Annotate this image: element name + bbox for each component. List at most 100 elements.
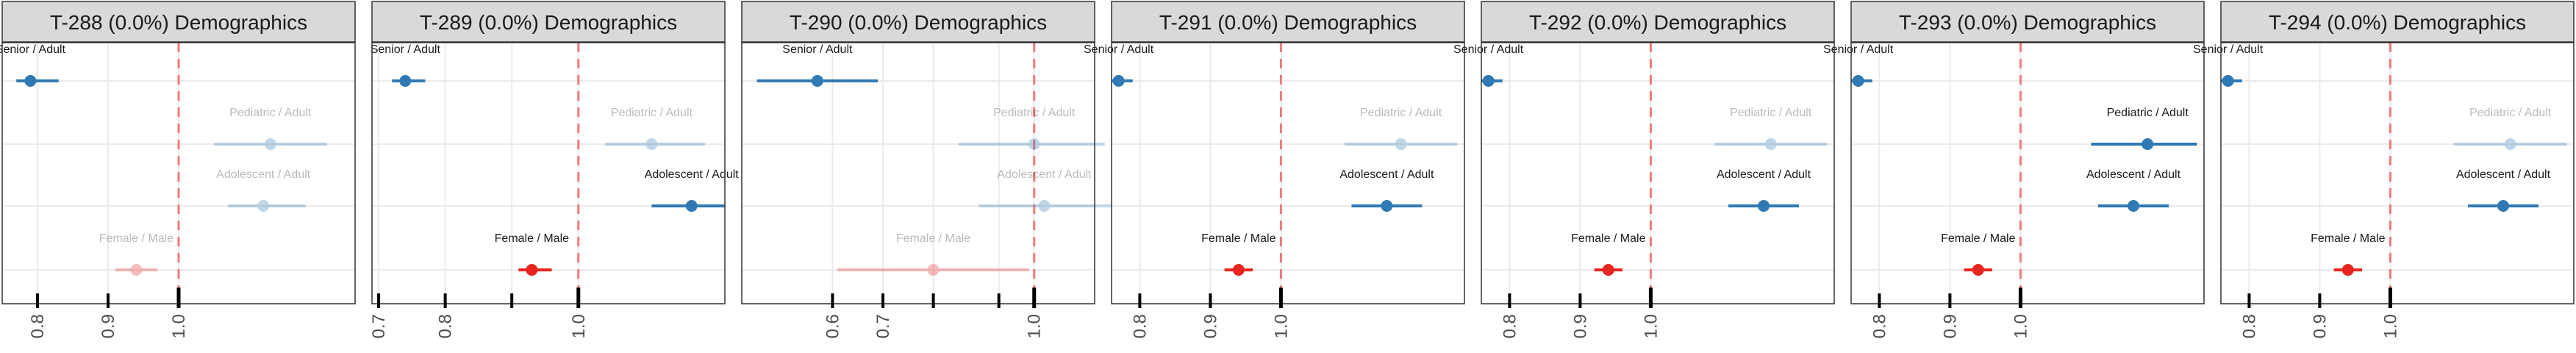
point-estimate [130,264,143,276]
point-label: Female / Male [99,232,173,245]
data-point-group: Pediatric / Adult [1344,107,1458,150]
chart-panel: T-291 (0.0%) Demographics Senior / Adult P… [1084,1,1465,338]
point-label: Female / Male [495,232,569,245]
x-tick-label: 0.7 [369,314,389,338]
point-label: Pediatric / Adult [229,107,312,119]
point-estimate [1028,138,1040,150]
point-estimate [1602,264,1614,276]
panel-title: T-292 (0.0%) Demographics [1529,11,1786,34]
data-point-group: Adolescent / Adult [2456,168,2551,212]
x-tick-label: 1.0 [169,314,189,338]
point-label: Pediatric / Adult [2107,107,2189,119]
panel-title: T-294 (0.0%) Demographics [2269,11,2526,34]
point-label: Female / Male [1571,232,1645,245]
point-label: Senior / Adult [1453,43,1524,56]
point-label: Senior / Adult [782,43,853,56]
point-estimate [1482,75,1495,87]
point-estimate [2341,264,2354,276]
plot-background [372,43,725,304]
data-point-group: Female / Male [1571,232,1646,276]
x-tick-label: 1.0 [1271,314,1291,338]
data-point-group: Adolescent / Adult [2086,168,2181,212]
x-tick-label: 0.8 [1130,314,1150,338]
data-point-group: Female / Male [1201,232,1276,276]
data-point-group: Adolescent / Adult [1339,168,1434,212]
point-estimate [1381,200,1393,212]
x-tick-label: 0.7 [873,314,893,338]
data-point-group: Adolescent / Adult [978,168,1115,212]
x-tick-label: 0.6 [823,314,842,338]
point-label: Pediatric / Adult [2469,107,2552,119]
x-tick-label: 1.0 [569,314,589,338]
chart-panel: T-294 (0.0%) Demographics Senior / Adult P… [2193,1,2575,338]
x-tick-label: 0.9 [2310,314,2330,338]
facet-strip [1850,1,2205,43]
chart-panel: T-292 (0.0%) Demographics Senior / Adult P… [1453,1,1835,338]
plot-background [1112,43,1464,304]
point-estimate [645,138,658,150]
plot-background [1851,43,2204,304]
x-tick-label: 0.9 [1570,314,1590,338]
facet-strip [1481,1,1835,43]
x-tick-label: 1.0 [1641,314,1661,338]
point-estimate [1972,264,1984,276]
data-point-group: Pediatric / Adult [604,107,705,150]
point-estimate [1038,200,1051,212]
data-point-group: Senior / Adult [1453,43,1524,87]
data-point-group: Adolescent / Adult [645,168,740,212]
data-point-group: Senior / Adult [2193,43,2264,87]
point-estimate [264,138,276,150]
x-tick-label: 0.9 [99,314,118,338]
point-label: Adolescent / Adult [1717,168,1811,181]
x-tick-label: 1.0 [2380,314,2400,338]
x-tick-label: 0.9 [1201,314,1220,338]
data-point-group: Adolescent / Adult [216,168,311,212]
data-point-group: Senior / Adult [0,43,66,87]
x-tick-label: 0.8 [1500,314,1520,338]
point-label: Adolescent / Adult [216,168,311,181]
point-label: Adolescent / Adult [1339,168,1434,181]
point-estimate [2497,200,2509,212]
point-estimate [2142,138,2154,150]
point-label: Female / Male [896,232,970,245]
point-label: Adolescent / Adult [645,168,740,181]
point-label: Senior / Adult [1823,43,1894,56]
point-estimate [811,75,823,87]
panel-border [741,42,1095,304]
plot-background [742,43,1095,304]
x-tick-label: 1.0 [1025,314,1045,338]
point-label: Pediatric / Adult [993,107,1076,119]
data-point-group: Pediatric / Adult [2091,107,2197,150]
data-point-group: Female / Male [99,232,173,276]
data-point-group: Female / Male [495,232,569,276]
panel-border [371,42,726,304]
data-point-group: Senior / Adult [1084,43,1154,87]
panel-title: T-290 (0.0%) Demographics [790,11,1047,34]
point-label: Pediatric / Adult [611,107,693,119]
data-point-group: Pediatric / Adult [214,107,327,150]
data-point-group: Senior / Adult [756,43,879,87]
point-estimate [685,200,698,212]
point-label: Adolescent / Adult [2086,168,2181,181]
panel-border [2220,42,2575,304]
panel-border [1111,42,1465,304]
data-point-group: Pediatric / Adult [958,107,1105,150]
data-point-group: Senior / Adult [1823,43,1894,87]
point-label: Senior / Adult [0,43,66,56]
x-tick-label: 0.9 [1940,314,1960,338]
data-point-group: Pediatric / Adult [2453,107,2567,150]
data-point-group: Female / Male [2311,232,2386,276]
chart-panel: T-289 (0.0%) Demographics Senior / Adult P… [369,1,739,338]
panel-title: T-288 (0.0%) Demographics [50,11,307,34]
point-estimate [1395,138,1407,150]
plot-background [2221,43,2574,304]
x-tick-label: 1.0 [2011,314,2031,338]
data-point-group: Female / Male [1941,232,2016,276]
point-label: Adolescent / Adult [997,168,1092,181]
panel-title: T-289 (0.0%) Demographics [420,11,677,34]
facet-strip [2220,1,2575,43]
x-tick-label: 0.8 [28,314,48,338]
point-estimate [1758,200,1770,212]
point-estimate [2504,138,2516,150]
point-estimate [1852,75,1864,87]
